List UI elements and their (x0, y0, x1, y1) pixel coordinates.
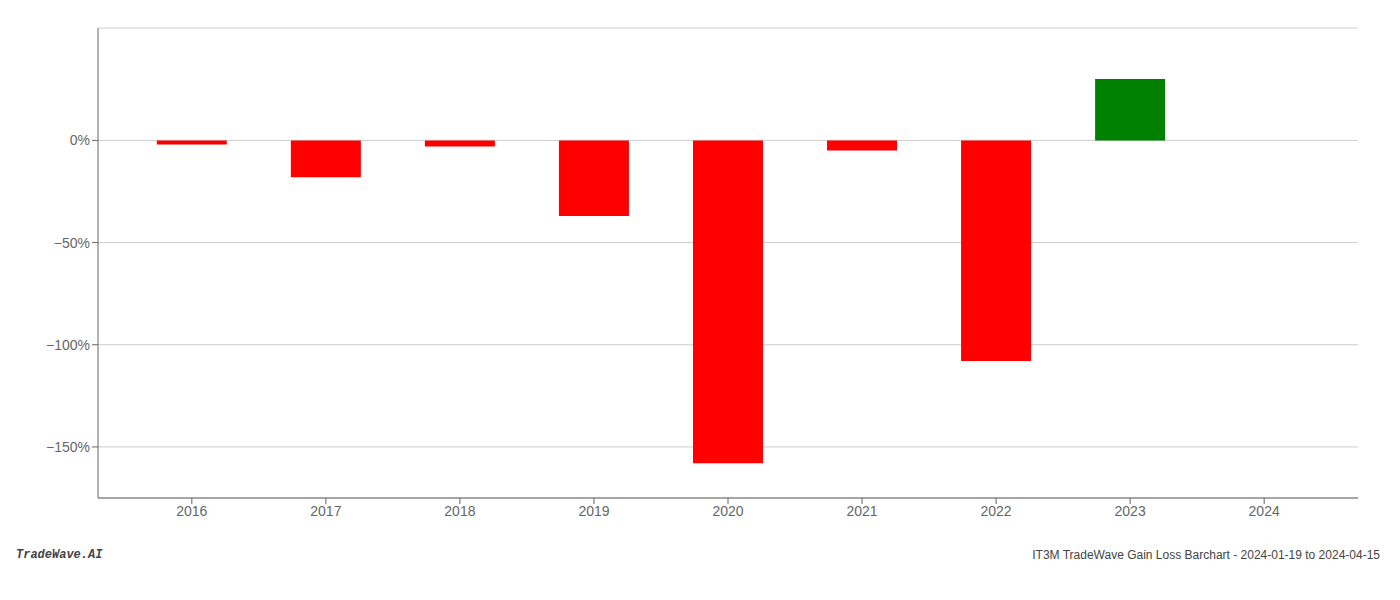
svg-text:2019: 2019 (578, 503, 609, 519)
svg-text:−50%: −50% (54, 235, 90, 251)
svg-text:2023: 2023 (1115, 503, 1146, 519)
html-text:IT3M TradeWave Gain Loss Barch: IT3M TradeWave Gain Loss Barchart - 2024… (1032, 548, 1380, 562)
svg-text:−150%: −150% (46, 439, 90, 455)
svg-text:2024: 2024 (1249, 503, 1280, 519)
svg-text:2020: 2020 (712, 503, 743, 519)
svg-text:2016: 2016 (176, 503, 207, 519)
html-text:TradeWave.AI: TradeWave.AI (16, 548, 103, 562)
svg-text:2022: 2022 (981, 503, 1012, 519)
svg-text:2021: 2021 (846, 503, 877, 519)
svg-text:−100%: −100% (46, 337, 90, 353)
svg-text:0%: 0% (70, 132, 90, 148)
svg-text:2018: 2018 (444, 503, 475, 519)
svg-text:2017: 2017 (310, 503, 341, 519)
